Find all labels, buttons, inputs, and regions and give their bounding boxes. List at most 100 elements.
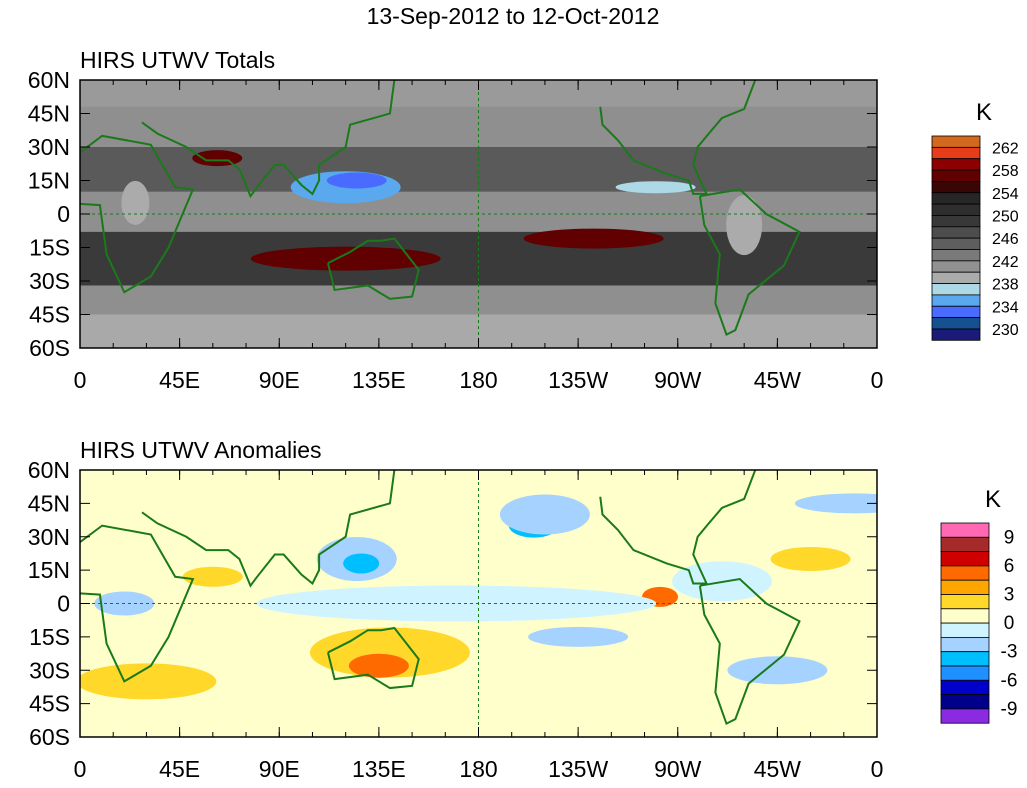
colorbar-label: 258 — [992, 163, 1019, 180]
y-tick-label: 30S — [29, 657, 70, 683]
y-tick-label: 0 — [57, 591, 70, 617]
colorbar-label: 250 — [992, 208, 1019, 225]
x-tick-label: 45W — [754, 367, 802, 393]
x-tick-label: 0 — [871, 756, 884, 782]
x-tick-label: 45W — [754, 756, 802, 782]
y-tick-label: 60N — [28, 67, 70, 93]
colorbar-label: 230 — [992, 322, 1019, 339]
x-tick-label: 135E — [352, 367, 406, 393]
x-tick-label: 45E — [159, 756, 200, 782]
map-field — [80, 470, 877, 737]
figure-title: 13-Sep-2012 to 12-Oct-2012 — [367, 3, 660, 29]
colorbar-label: -9 — [1001, 699, 1018, 720]
colorbar-box — [931, 146, 981, 160]
map-panel-1: HIRS UTWV Anomalies 0 45E 90E 135E 180 135W 90W… — [28, 437, 1018, 782]
feature-blob — [523, 228, 664, 249]
feature-blob — [528, 626, 629, 647]
colorbar-label: 238 — [992, 277, 1019, 294]
x-tick-label: 90W — [654, 367, 702, 393]
colorbar-box — [931, 317, 981, 330]
feature-blob — [343, 553, 380, 574]
colorbar-box — [931, 203, 981, 216]
y-tick-label: 45N — [28, 101, 70, 127]
y-tick-label: 15S — [29, 235, 70, 261]
colorbar-box — [940, 651, 990, 667]
y-tick-label: 60N — [28, 457, 70, 483]
panel-title: HIRS UTWV Totals — [80, 47, 275, 73]
feature-blob — [250, 246, 441, 271]
colorbar-box — [931, 283, 981, 296]
feature-blob — [615, 181, 696, 194]
x-tick-label: 180 — [459, 367, 497, 393]
colorbar-label: 3 — [1004, 585, 1015, 606]
feature-blob — [727, 656, 828, 685]
colorbar-box — [931, 158, 981, 171]
colorbar-units: K — [976, 99, 992, 126]
colorbar-box — [931, 215, 981, 228]
feature-blob — [121, 180, 150, 225]
colorbar-box — [931, 260, 981, 273]
colorbar-label: 246 — [992, 231, 1019, 248]
coastline — [80, 524, 195, 683]
colorbar-label: 9 — [1004, 527, 1015, 548]
colorbar-box — [931, 169, 981, 182]
feature-blob — [182, 566, 243, 587]
coastline — [698, 577, 801, 726]
coastline — [599, 470, 757, 585]
feature-blob — [499, 494, 590, 535]
colorbar-box — [931, 192, 981, 205]
colorbar-label: 0 — [1004, 613, 1015, 634]
feature-blob — [256, 585, 657, 622]
y-tick-label: 15S — [29, 624, 70, 650]
x-tick-label: 45E — [159, 367, 200, 393]
colorbar-box — [931, 226, 981, 239]
x-tick-label: 90W — [654, 756, 702, 782]
map-panel-0: HIRS UTWV Totals 0 45E 90E 135E 180 135W 90W 45W… — [28, 47, 1019, 393]
coastline — [326, 626, 420, 690]
x-tick-label: 0 — [74, 367, 87, 393]
colorbar-box — [940, 622, 990, 638]
colorbar-box — [940, 536, 990, 552]
coastline — [141, 470, 396, 588]
colorbar-box — [940, 637, 990, 653]
x-tick-label: 90E — [259, 367, 300, 393]
x-tick-label: 0 — [871, 367, 884, 393]
y-tick-label: 30S — [29, 268, 70, 294]
colorbar-box — [940, 679, 990, 695]
y-tick-label: 60S — [29, 724, 70, 750]
colorbar-box — [931, 249, 981, 262]
colorbar-label: 254 — [992, 186, 1019, 203]
colorbar-box — [940, 708, 990, 724]
y-tick-label: 45N — [28, 490, 70, 516]
y-tick-label: 60S — [29, 335, 70, 361]
feature-blob — [80, 663, 217, 700]
colorbar-label: 242 — [992, 254, 1019, 271]
feature-blob — [726, 195, 763, 256]
panel-title: HIRS UTWV Anomalies — [80, 437, 322, 463]
colorbar-label: -3 — [1001, 642, 1018, 663]
x-tick-label: 0 — [74, 756, 87, 782]
y-tick-label: 15N — [28, 168, 70, 194]
y-tick-label: 15N — [28, 557, 70, 583]
coastline — [698, 188, 801, 337]
coastline — [599, 80, 757, 195]
colorbar-box — [931, 294, 981, 307]
x-tick-label: 135W — [548, 367, 608, 393]
colorbar-box — [940, 608, 990, 624]
colorbar-box — [940, 579, 990, 595]
coastline — [80, 134, 195, 294]
coastline — [141, 80, 396, 199]
x-tick-label: 180 — [459, 756, 497, 782]
colorbar-label: -6 — [1001, 670, 1018, 691]
colorbar-box — [940, 694, 990, 710]
y-tick-label: 45S — [29, 691, 70, 717]
colorbar-box — [931, 237, 981, 250]
feature-blob — [794, 493, 877, 514]
feature-blob — [348, 653, 409, 678]
colorbar-box — [940, 565, 990, 581]
colorbar-box — [931, 271, 981, 284]
colorbar-box — [940, 665, 990, 681]
colorbar-label: 262 — [992, 140, 1019, 157]
